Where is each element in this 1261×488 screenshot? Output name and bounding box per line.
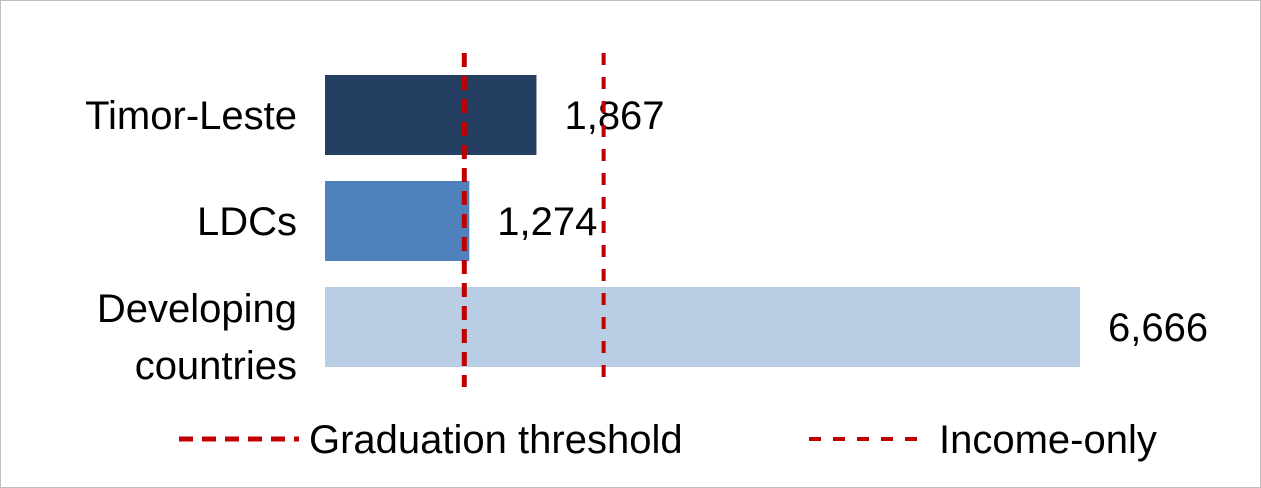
legend-label-income-only: Income-only [939, 418, 1157, 462]
category-label-developing-countries: Developing countries [97, 287, 297, 388]
reference-lines [461, 53, 606, 387]
value-label-timor-leste: 1,867 [564, 94, 664, 138]
legend: Graduation threshold Income-only [179, 418, 1157, 462]
bar-timor-leste [325, 75, 537, 155]
value-label-ldcs: 1,274 [497, 200, 597, 244]
legend-label-graduation-threshold: Graduation threshold [309, 418, 683, 462]
category-labels: Timor-Leste LDCs Developing countries [85, 94, 297, 388]
value-labels: 1,867 1,274 6,666 [497, 94, 1208, 350]
category-label-ldcs: LDCs [197, 200, 297, 244]
value-label-developing-countries: 6,666 [1108, 306, 1208, 350]
bar-developing-countries [325, 287, 1080, 367]
category-label-timor-leste: Timor-Leste [85, 94, 297, 138]
bar-ldcs [325, 181, 470, 261]
bars-layer [325, 75, 1080, 367]
